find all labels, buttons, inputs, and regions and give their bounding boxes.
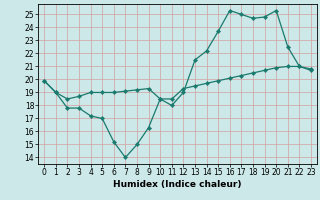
X-axis label: Humidex (Indice chaleur): Humidex (Indice chaleur) [113, 180, 242, 189]
